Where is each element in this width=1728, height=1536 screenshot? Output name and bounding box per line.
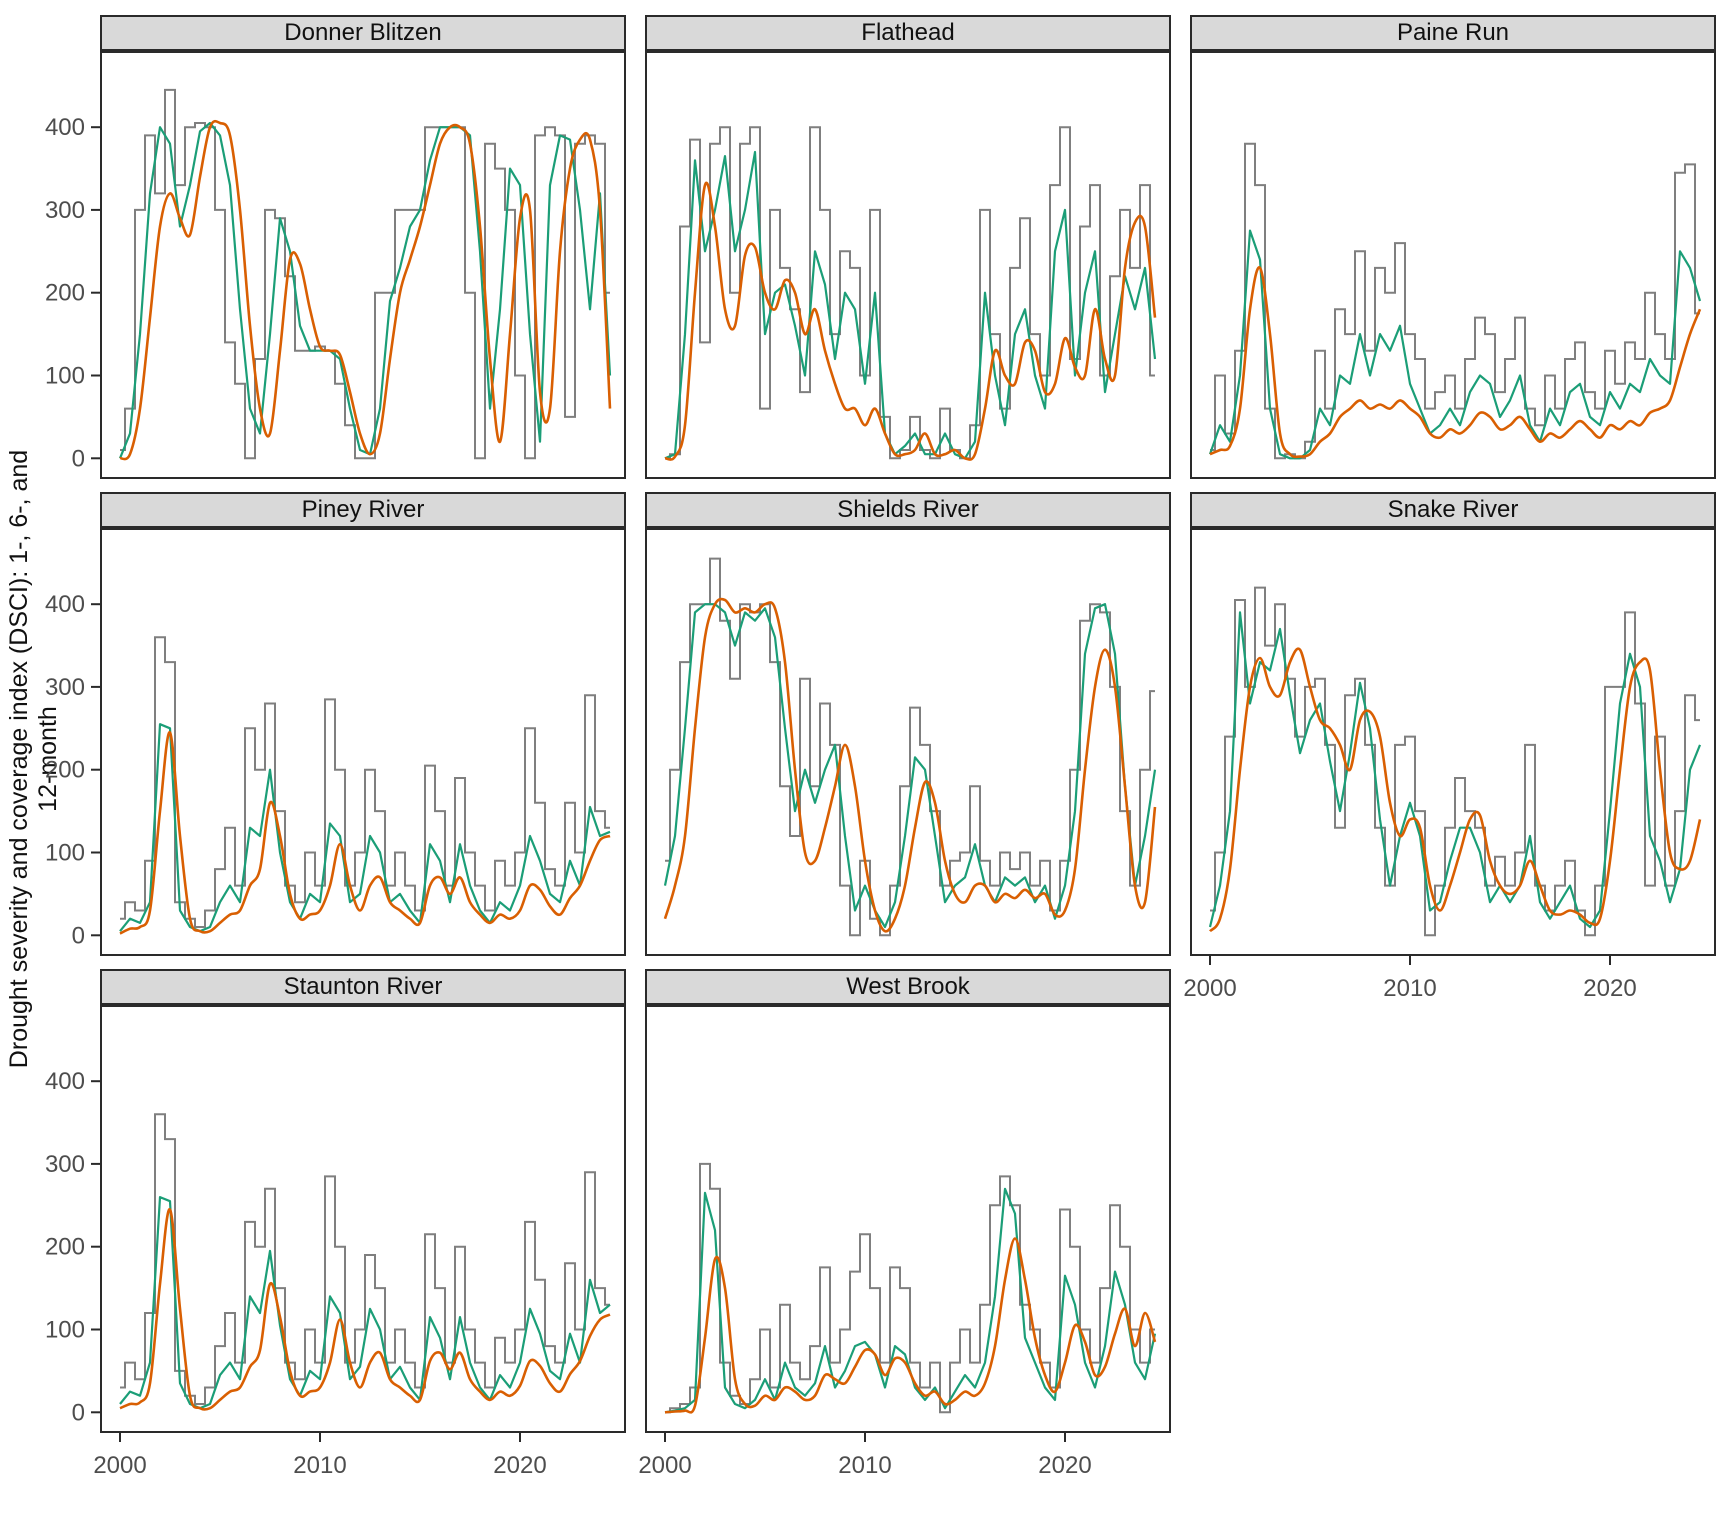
y-tick-label: 0 xyxy=(72,922,85,949)
facet-strip: West Brook xyxy=(645,969,1171,1005)
facet-plot: 2000 2010 2020 xyxy=(1183,586,1702,1002)
line-6-month xyxy=(1208,229,1702,460)
x-tick-label: 2020 xyxy=(1038,1452,1091,1479)
y-tick-label: 400 xyxy=(45,1068,85,1095)
facet-title: Paine Run xyxy=(1396,19,1510,46)
line-6-month xyxy=(1208,611,1702,929)
facet-strip: Piney River xyxy=(100,492,626,528)
facet-panel: 2000 2010 2020 xyxy=(638,1005,1171,1479)
x-tick-label: 2020 xyxy=(493,1452,546,1479)
facet-panel xyxy=(645,51,1171,479)
y-tick-label: 200 xyxy=(45,757,85,784)
y-tick-label: 300 xyxy=(45,197,85,224)
line-6-month xyxy=(663,603,1157,929)
facet-panel xyxy=(1190,51,1716,479)
facet-title: Donner Blitzen xyxy=(284,19,442,46)
line-12-month xyxy=(119,119,612,461)
x-tick-label: 2010 xyxy=(293,1452,346,1479)
y-tick-label: 100 xyxy=(45,840,85,867)
line-12-month xyxy=(664,1237,1157,1414)
facet-panel xyxy=(645,528,1171,956)
line-1-month xyxy=(665,1162,1155,1414)
facet-plot: 0 100 200 300 400 xyxy=(45,591,611,949)
y-tick-label: 100 xyxy=(45,1317,85,1344)
facet-plot: 0 100 200 300 400 xyxy=(45,88,612,472)
line-12-month xyxy=(1209,266,1702,459)
line-1-month xyxy=(665,126,1155,460)
y-tick-label: 300 xyxy=(45,1151,85,1178)
facet-plot: 2000 2010 2020 xyxy=(638,1162,1157,1479)
y-tick-label: 100 xyxy=(45,363,85,390)
line-6-month xyxy=(119,723,611,933)
facet-panel: 0 100 200 300 400 xyxy=(45,528,626,956)
facet-title: Flathead xyxy=(861,19,955,46)
facet-title: Snake River xyxy=(1387,496,1519,523)
line-1-month xyxy=(1210,586,1700,937)
line-1-month xyxy=(120,88,610,460)
facet-strip: Shields River xyxy=(645,492,1171,528)
line-6-month xyxy=(118,121,612,459)
facet-plot xyxy=(664,126,1157,461)
facet-title: Piney River xyxy=(301,496,425,523)
y-tick-label: 0 xyxy=(72,1399,85,1426)
line-1-month xyxy=(120,636,610,928)
facet-strip: Paine Run xyxy=(1190,15,1716,51)
line-1-month xyxy=(665,557,1155,937)
line-12-month xyxy=(663,597,1157,933)
facet-plot xyxy=(663,557,1157,937)
x-tick-label: 2010 xyxy=(1383,975,1436,1002)
y-tick-label: 0 xyxy=(72,445,85,472)
facet-plot: 0 100 200 300 400 2000 2010 2020 xyxy=(45,1068,611,1479)
x-tick-label: 2000 xyxy=(93,1452,146,1479)
y-tick-label: 200 xyxy=(45,1234,85,1261)
facet-strip: Donner Blitzen xyxy=(100,15,626,51)
y-tick-label: 300 xyxy=(45,674,85,701)
x-tick-label: 2020 xyxy=(1583,975,1636,1002)
line-6-month xyxy=(664,150,1157,460)
facet-strip: Flathead xyxy=(645,15,1171,51)
x-tick-label: 2000 xyxy=(638,1452,691,1479)
line-12-month xyxy=(664,181,1157,461)
line-12-month xyxy=(119,731,611,935)
facet-panel: 2000 2010 2020 xyxy=(1183,528,1716,1002)
y-tick-label: 200 xyxy=(45,280,85,307)
facet-strip: Staunton River xyxy=(100,969,626,1005)
facet-title: Shields River xyxy=(837,496,979,523)
facet-strip: Snake River xyxy=(1190,492,1716,528)
facet-title: West Brook xyxy=(846,973,970,1000)
line-6-month xyxy=(119,1196,611,1410)
y-tick-label: 400 xyxy=(45,114,85,141)
facet-title: Staunton River xyxy=(283,973,443,1000)
x-tick-label: 2010 xyxy=(838,1452,891,1479)
x-tick-label: 2000 xyxy=(1183,975,1236,1002)
line-12-month xyxy=(119,1208,611,1411)
facet-panel: 0 100 200 300 400 xyxy=(45,51,626,479)
facet-panel: 0 100 200 300 400 2000 2010 2020 xyxy=(45,1005,626,1479)
line-12-month xyxy=(1208,647,1702,933)
line-1-month xyxy=(120,1113,610,1405)
line-1-month xyxy=(1210,142,1700,460)
facet-plot xyxy=(1208,142,1702,460)
y-tick-label: 400 xyxy=(45,591,85,618)
